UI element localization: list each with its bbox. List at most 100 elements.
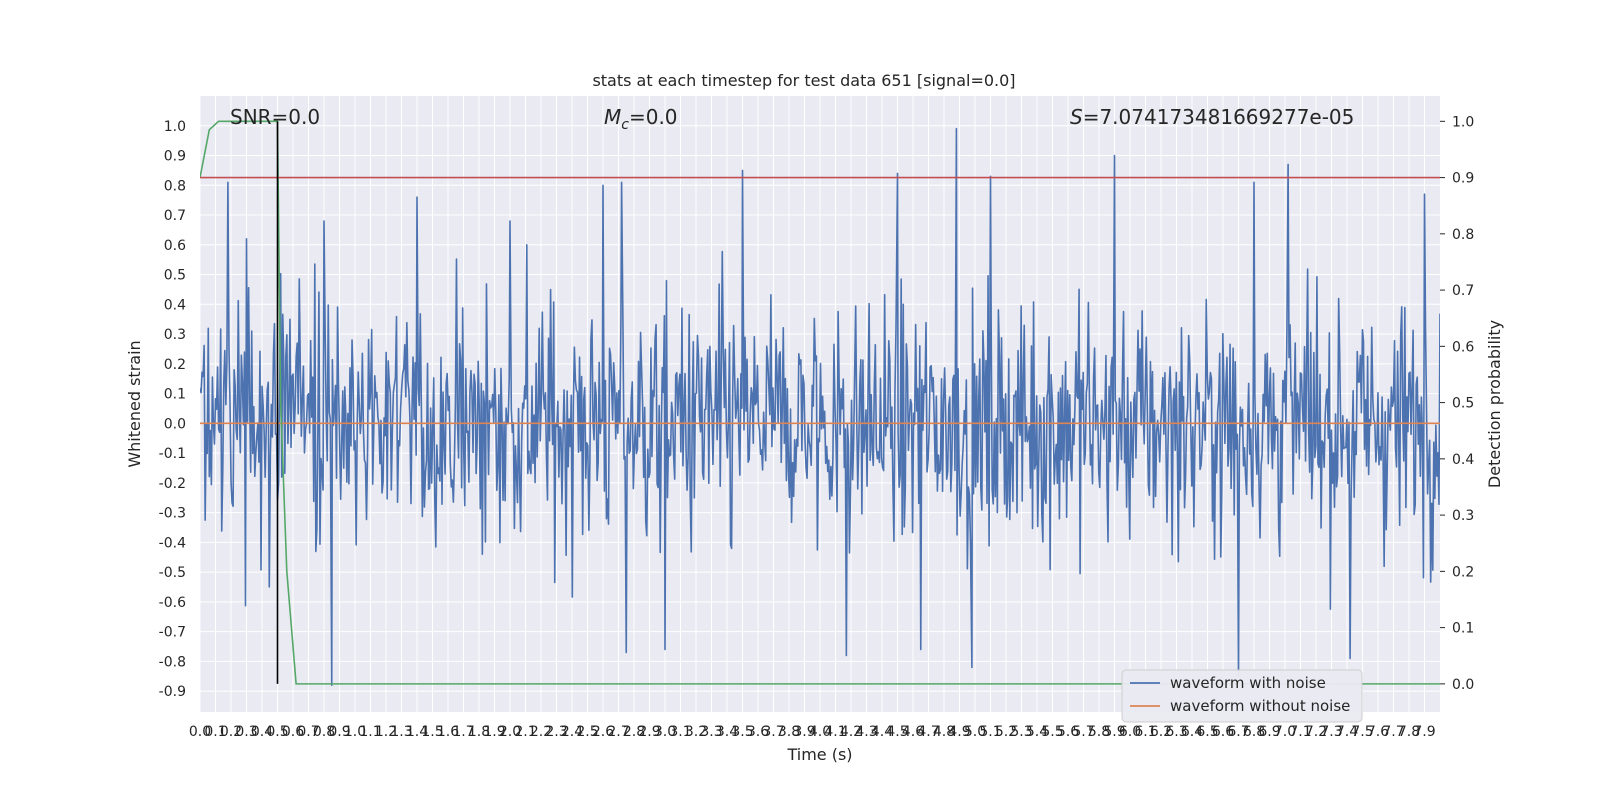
x-tick-label: 6.9 xyxy=(1258,724,1280,740)
x-tick-label: 5.3 xyxy=(1010,724,1032,740)
x-tick-label: 7.3 xyxy=(1320,724,1342,740)
y-right-tick-label: 0.4 xyxy=(1452,452,1474,468)
mc-annotation: Mc=0.0 xyxy=(604,105,678,133)
y-tick-label: -0.9 xyxy=(159,684,186,700)
x-tick-label: 7.5 xyxy=(1351,724,1373,740)
legend-box xyxy=(1121,669,1363,723)
x-tick-label: 3.2 xyxy=(685,724,707,740)
y-right-tick-label: 0.0 xyxy=(1452,677,1474,693)
y-tick-label: 0.5 xyxy=(164,268,186,284)
x-tick-label: 6.8 xyxy=(1243,724,1265,740)
x-tick-label: 2.9 xyxy=(638,724,660,740)
x-tick-label: 3.7 xyxy=(762,724,784,740)
x-tick-label: 6.5 xyxy=(1196,724,1218,740)
x-tick-label: 3.0 xyxy=(654,724,676,740)
x-tick-label: 0.4 xyxy=(251,724,273,740)
x-tick-label: 7.2 xyxy=(1305,724,1327,740)
x-tick-label: 1.7 xyxy=(452,724,474,740)
chart-title: stats at each timestep for test data 651… xyxy=(592,71,1015,90)
x-tick-label: 7.8 xyxy=(1398,724,1420,740)
x-tick-label: 2.5 xyxy=(576,724,598,740)
y-tick-label: -0.1 xyxy=(159,446,186,462)
x-tick-label: 4.0 xyxy=(809,724,831,740)
y-tick-label: -0.8 xyxy=(159,654,186,670)
x-tick-label: 5.6 xyxy=(1057,724,1079,740)
x-axis-label: Time (s) xyxy=(786,745,852,764)
x-tick-label: 2.8 xyxy=(623,724,645,740)
x-tick-label: 0.1 xyxy=(204,724,226,740)
x-tick-label: 7.0 xyxy=(1274,724,1296,740)
x-tick-label: 1.0 xyxy=(344,724,366,740)
s-value: =7.074173481669277e-05 xyxy=(1083,105,1355,129)
x-tick-label: 2.3 xyxy=(545,724,567,740)
x-tick-label: 5.5 xyxy=(1041,724,1063,740)
overlay-layer xyxy=(200,120,1440,685)
y-right-tick-label: 0.2 xyxy=(1452,564,1474,580)
x-tick-label: 6.7 xyxy=(1227,724,1249,740)
x-tick-label: 7.6 xyxy=(1367,724,1389,740)
y-axis-label: Whitened strain xyxy=(125,340,144,467)
x-tick-label: 2.6 xyxy=(592,724,614,740)
x-tick-label: 0.7 xyxy=(297,724,319,740)
x-tick-label: 2.2 xyxy=(530,724,552,740)
x-tick-label: 0.6 xyxy=(282,724,304,740)
mc-symbol: M xyxy=(604,105,621,129)
x-tick-label: 3.1 xyxy=(669,724,691,740)
y-tick-label: -0.2 xyxy=(159,476,186,492)
y-right-tick-label: 0.6 xyxy=(1452,339,1474,355)
x-axis-ticks: 0.00.10.20.30.40.50.60.70.80.91.01.11.21… xyxy=(189,724,1436,740)
mc-subscript: c xyxy=(621,117,629,133)
x-tick-label: 4.4 xyxy=(871,724,893,740)
x-tick-label: 1.1 xyxy=(359,724,381,740)
x-tick-label: 1.4 xyxy=(406,724,428,740)
x-tick-label: 0.5 xyxy=(266,724,288,740)
snr-annotation: SNR=0.0 xyxy=(230,105,320,129)
y-tick-label: -0.6 xyxy=(159,595,186,611)
x-tick-label: 0.8 xyxy=(313,724,335,740)
x-tick-label: 3.4 xyxy=(716,724,738,740)
x-tick-label: 2.1 xyxy=(514,724,536,740)
x-tick-label: 4.8 xyxy=(933,724,955,740)
x-tick-label: 0.3 xyxy=(235,724,257,740)
y-right-tick-label: 0.7 xyxy=(1452,283,1474,299)
y-tick-label: 0.7 xyxy=(164,208,186,224)
y-right-tick-label: 0.8 xyxy=(1452,227,1474,243)
y-tick-label: -0.4 xyxy=(159,535,186,551)
x-tick-label: 1.6 xyxy=(437,724,459,740)
x-tick-label: 5.8 xyxy=(1088,724,1110,740)
x-tick-label: 0.0 xyxy=(189,724,211,740)
x-tick-label: 0.9 xyxy=(328,724,350,740)
y-tick-label: 0.2 xyxy=(164,357,186,373)
x-tick-label: 4.9 xyxy=(948,724,970,740)
waveform-with-noise-line xyxy=(200,127,1440,687)
x-tick-label: 1.2 xyxy=(375,724,397,740)
x-tick-label: 2.7 xyxy=(607,724,629,740)
y-right-axis-ticks: 1.0 0.9 0.8 0.7 0.6 0.5 0.4 0.3 0.2 0.1 0.0 xyxy=(1440,114,1474,693)
x-tick-label: 5.1 xyxy=(979,724,1001,740)
legend-label-waveform-without-noise: waveform without noise xyxy=(1170,697,1350,715)
x-tick-label: 1.8 xyxy=(468,724,490,740)
x-tick-label: 3.6 xyxy=(747,724,769,740)
x-tick-label: 7.1 xyxy=(1289,724,1311,740)
y-tick-label: 0.9 xyxy=(164,149,186,165)
s-symbol: S xyxy=(1070,105,1083,129)
x-tick-label: 5.4 xyxy=(1026,724,1048,740)
legend-label-waveform-with-noise: waveform with noise xyxy=(1170,674,1326,692)
y-tick-label: -0.7 xyxy=(159,625,186,641)
x-tick-label: 6.4 xyxy=(1181,724,1203,740)
x-tick-label: 1.5 xyxy=(421,724,443,740)
mc-value: =0.0 xyxy=(629,105,678,129)
x-tick-label: 5.0 xyxy=(964,724,986,740)
x-tick-label: 4.7 xyxy=(917,724,939,740)
y-right-tick-label: 0.9 xyxy=(1452,171,1474,187)
y-tick-label: 0.4 xyxy=(164,297,186,313)
y-right-axis-label: Detection probability xyxy=(1485,320,1504,488)
x-tick-label: 3.8 xyxy=(778,724,800,740)
x-tick-label: 2.0 xyxy=(499,724,521,740)
y-tick-label: 0.3 xyxy=(164,327,186,343)
x-tick-label: 6.0 xyxy=(1119,724,1141,740)
x-tick-label: 6.3 xyxy=(1165,724,1187,740)
x-tick-label: 6.6 xyxy=(1212,724,1234,740)
y-axis-ticks: 1.0 0.9 0.8 0.7 0.6 0.5 0.4 0.3 0.2 0.1 0.0 -0.1 -0.… xyxy=(159,119,186,700)
x-tick-label: 4.5 xyxy=(886,724,908,740)
